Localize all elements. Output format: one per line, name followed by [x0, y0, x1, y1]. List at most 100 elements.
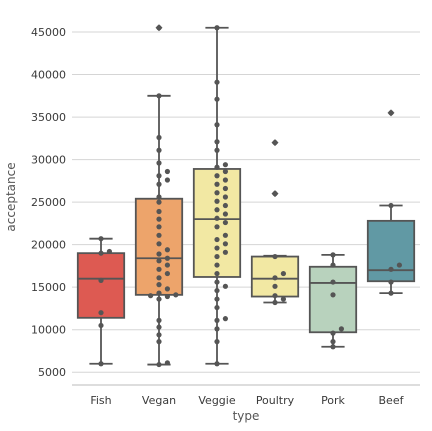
data-point — [272, 299, 278, 306]
data-point — [272, 253, 278, 260]
data-point — [156, 282, 162, 288]
data-point — [214, 122, 220, 128]
data-point — [214, 304, 220, 311]
box-veggie — [192, 26, 242, 365]
data-point — [330, 339, 336, 345]
data-point — [214, 339, 220, 345]
x-tick-label: Beef — [379, 394, 405, 407]
data-point — [214, 326, 220, 332]
data-point — [280, 296, 286, 302]
data-point — [280, 270, 286, 277]
x-tick-label: Pork — [321, 394, 345, 407]
data-point — [98, 361, 104, 367]
data-point — [214, 224, 220, 230]
box-body — [76, 252, 126, 319]
x-tick-label: Veggie — [198, 394, 235, 407]
data-point — [164, 247, 170, 253]
data-point — [222, 219, 228, 226]
y-tick-label: 25000 — [31, 196, 66, 209]
data-point — [222, 168, 228, 175]
data-point — [214, 164, 220, 170]
data-point — [98, 250, 104, 256]
data-point — [272, 191, 278, 197]
data-point — [98, 236, 104, 242]
y-tick-label: 15000 — [31, 281, 66, 294]
data-point — [156, 251, 162, 257]
data-point — [156, 181, 162, 187]
data-point — [214, 173, 220, 179]
data-point — [214, 139, 220, 145]
data-point — [214, 96, 220, 102]
data-point — [388, 279, 394, 285]
box-body — [192, 168, 242, 278]
data-point — [214, 279, 220, 285]
data-point — [164, 360, 170, 366]
data-point — [156, 134, 162, 141]
data-point — [338, 326, 344, 332]
y-tick-label: 35000 — [31, 111, 66, 124]
data-point — [272, 139, 278, 146]
data-point — [164, 168, 170, 175]
data-point — [214, 207, 220, 213]
grid-layer — [72, 31, 420, 373]
data-point — [156, 25, 162, 31]
data-point — [330, 344, 336, 350]
data-point — [164, 262, 170, 268]
y-tick-label: 5000 — [38, 366, 66, 379]
data-point — [214, 79, 220, 85]
points-layer — [98, 25, 402, 368]
data-point — [164, 255, 170, 261]
y-tick-label: 40000 — [31, 69, 66, 82]
data-point — [388, 202, 394, 209]
data-point — [222, 194, 228, 200]
data-point — [156, 241, 162, 247]
box-beef — [366, 109, 416, 295]
box-body — [366, 219, 416, 283]
data-point — [222, 232, 228, 238]
data-point — [272, 293, 278, 299]
box-vegan — [134, 24, 184, 366]
data-point — [164, 293, 170, 300]
data-point — [214, 317, 220, 323]
data-point — [222, 249, 228, 255]
data-point — [156, 317, 162, 323]
data-point — [214, 296, 220, 302]
data-point — [156, 324, 162, 330]
data-point — [156, 266, 162, 272]
data-point — [222, 162, 228, 168]
data-point — [388, 110, 394, 116]
data-point — [330, 252, 336, 258]
data-point — [156, 173, 162, 179]
data-point — [222, 316, 228, 322]
y-tick-label: 45000 — [31, 26, 66, 39]
data-point — [214, 25, 220, 31]
data-point — [156, 296, 162, 302]
data-point — [214, 198, 220, 204]
data-point — [222, 283, 228, 289]
x-axis-title: type — [233, 409, 260, 423]
data-point — [156, 160, 162, 166]
data-point — [156, 339, 162, 345]
data-point — [222, 202, 228, 209]
data-point — [156, 258, 162, 264]
data-point — [156, 199, 162, 205]
x-tick-label: Fish — [90, 394, 111, 407]
data-point — [156, 290, 162, 296]
data-point — [156, 275, 162, 281]
data-point — [98, 310, 104, 316]
y-tick-label: 20000 — [31, 239, 66, 252]
data-point — [214, 287, 220, 294]
data-point — [156, 208, 162, 215]
data-point — [156, 332, 162, 338]
data-point — [98, 322, 104, 329]
data-point — [330, 330, 336, 336]
data-point — [98, 277, 104, 283]
x-axis: Fish Vegan Veggie Poultry Pork Beef — [72, 384, 420, 407]
data-point — [396, 262, 402, 268]
data-point — [156, 194, 162, 200]
x-tick-label: Vegan — [142, 394, 176, 407]
data-point — [388, 290, 394, 296]
y-axis: 5000 10000 15000 20000 25000 30000 35000 40000 4… — [31, 26, 66, 379]
boxes-layer — [76, 24, 416, 366]
